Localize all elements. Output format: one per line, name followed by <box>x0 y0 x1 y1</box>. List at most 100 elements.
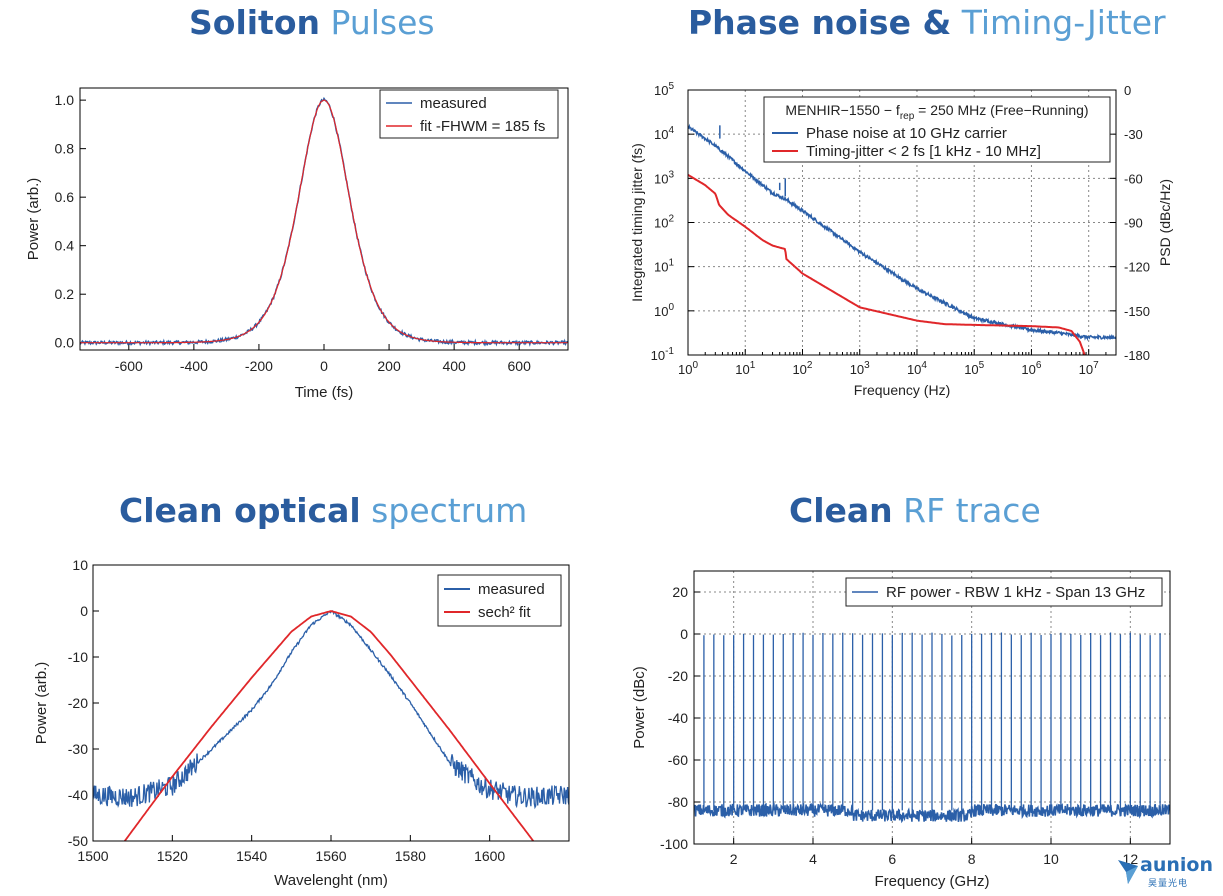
spectrum-ylabel: Power (arb.) <box>33 662 50 745</box>
phase-series-phase-noise <box>688 123 1116 342</box>
spectrum-ytick-label: 0 <box>80 603 88 619</box>
spectrum-ytick-label: -30 <box>68 741 88 757</box>
rf-xtick-label: 6 <box>888 851 896 867</box>
rf-ytick-label: 0 <box>680 626 688 642</box>
soliton-title-light: Pulses <box>320 3 435 42</box>
phase-frame <box>687 89 1117 356</box>
phase-ytick-right-label: -180 <box>1124 348 1150 363</box>
phase-plot-area <box>688 123 1116 355</box>
rf-xtick-label: 8 <box>968 851 976 867</box>
spectrum-ytick-label: 10 <box>72 557 88 573</box>
soliton-xlabel: Time (fs) <box>295 384 354 401</box>
spectrum-plot-area <box>93 609 569 841</box>
rf-frame <box>693 570 1171 845</box>
spectrum-xtick-label: 1600 <box>474 848 505 864</box>
phase-ytick-right-label: -150 <box>1124 304 1150 319</box>
phase-ytick-left-label: 101 <box>654 258 674 275</box>
phase-noise-legend-label: Phase noise at 10 GHz carrier <box>806 125 1007 142</box>
phase-ytick-right-label: -60 <box>1124 171 1143 186</box>
phase-ytick-left-label: 105 <box>654 81 674 98</box>
soliton-ylabel: Power (arb.) <box>25 178 42 261</box>
phase-ytick-right-label: -30 <box>1124 127 1143 142</box>
spectrum-legend-box <box>437 574 562 627</box>
soliton-legend-box <box>379 89 559 139</box>
phase-title-strong: Phase noise & <box>688 3 952 42</box>
spectrum-measured-legend-label: measured <box>478 581 545 598</box>
aunion-logo: aunion 昊量光电 <box>1116 852 1216 892</box>
rf-ytick-label: -20 <box>668 668 688 684</box>
phase-ytick-right-label: 0 <box>1124 83 1131 98</box>
rf-xtick-label: 2 <box>730 851 738 867</box>
spectrum-series-measured <box>93 609 569 810</box>
phase-xtick-label: 102 <box>792 360 812 377</box>
soliton-plot-area <box>80 96 568 347</box>
spectrum-title: Clean optical spectrum <box>119 491 527 530</box>
soliton-title-strong: Soliton <box>189 3 321 42</box>
spectrum-ytick-label: -10 <box>68 649 88 665</box>
soliton-xtick-label: -400 <box>180 358 208 374</box>
rf-ytick-label: -40 <box>668 710 688 726</box>
soliton-ytick-label: 0.6 <box>55 189 75 205</box>
rf-ylabel: Power (dBc) <box>631 666 648 749</box>
phase-jitter-legend-label: Timing-jitter < 2 fs [1 kHz - 10 MHz] <box>806 143 1041 160</box>
phase-ytick-right-label: -90 <box>1124 216 1143 231</box>
spectrum-ytick-label: -40 <box>68 787 88 803</box>
phase-xtick-label: 107 <box>1079 360 1099 377</box>
rf-ytick-label: -60 <box>668 752 688 768</box>
phase-xtick-label: 106 <box>1021 360 1041 377</box>
phase-legend-box <box>763 96 1111 163</box>
rf-power-legend-label: RF power - RBW 1 kHz - Span 13 GHz <box>886 584 1145 601</box>
phase-series-timing-jitter <box>688 173 1086 355</box>
soliton-xtick-label: 0 <box>320 358 328 374</box>
phase-title-light: Timing-Jitter <box>951 3 1166 42</box>
rf-legend-box <box>845 577 1163 607</box>
soliton-fit-legend-label: fit -FHWM = 185 fs <box>420 118 545 135</box>
rf-ytick-label: -80 <box>668 794 688 810</box>
phase-ytick-left-label: 104 <box>654 125 674 142</box>
soliton-ytick-label: 0.4 <box>55 238 75 254</box>
soliton-ytick-label: 0.2 <box>55 286 75 302</box>
phase-ytick-left-label: 103 <box>654 169 674 186</box>
soliton-ytick-label: 0.8 <box>55 141 75 157</box>
phase-xtick-label: 103 <box>850 360 870 377</box>
soliton-frame <box>79 87 569 351</box>
soliton-xtick-label: -600 <box>115 358 143 374</box>
rf-title-light: RF trace <box>892 491 1041 530</box>
soliton-title: Soliton Pulses <box>189 3 435 42</box>
spectrum-title-light: spectrum <box>360 491 528 530</box>
phase-ylabel-left: Integrated timing jitter (fs) <box>629 143 645 302</box>
spectrum-xtick-label: 1580 <box>395 848 426 864</box>
spectrum-xtick-label: 1540 <box>236 848 267 864</box>
rf-title: Clean RF trace <box>789 491 1041 530</box>
logo-mark-icon <box>1118 860 1138 884</box>
phase-xtick-label: 104 <box>907 360 927 377</box>
rf-xtick-label: 4 <box>809 851 817 867</box>
phase-xtick-label: 105 <box>964 360 984 377</box>
spectrum-frame <box>92 564 570 842</box>
rf-title-strong: Clean <box>789 491 893 530</box>
soliton-measured-legend-label: measured <box>420 95 487 112</box>
phase-ytick-left-label: 102 <box>654 214 674 231</box>
rf-ytick-label: 20 <box>672 584 688 600</box>
spectrum-fit-legend-label: sech² fit <box>478 604 531 621</box>
spectrum-xlabel: Wavelenght (nm) <box>274 872 388 889</box>
phase-legend-title: MENHIR−1550 − frep = 250 MHz (Free−Runni… <box>785 102 1088 122</box>
phase-ytick-left-label: 100 <box>654 302 674 319</box>
phase-xtick-label: 101 <box>735 360 755 377</box>
soliton-ytick-label: 0.0 <box>55 335 75 351</box>
spectrum-xtick-label: 1560 <box>315 848 346 864</box>
spectrum-xtick-label: 1500 <box>77 848 108 864</box>
spectrum-ytick-label: -20 <box>68 695 88 711</box>
phase-title: Phase noise & Timing-Jitter <box>688 3 1166 42</box>
rf-xtick-label: 10 <box>1043 851 1059 867</box>
soliton-xtick-label: 400 <box>442 358 466 374</box>
rf-plot-area <box>694 632 1170 824</box>
soliton-xtick-label: 600 <box>508 358 532 374</box>
rf-ytick-label: -100 <box>660 836 688 852</box>
spectrum-xtick-label: 1520 <box>157 848 188 864</box>
logo-text: aunion <box>1140 854 1213 876</box>
soliton-xtick-label: 200 <box>377 358 401 374</box>
phase-xtick-label: 100 <box>678 360 698 377</box>
spectrum-title-strong: Clean optical <box>119 491 361 530</box>
